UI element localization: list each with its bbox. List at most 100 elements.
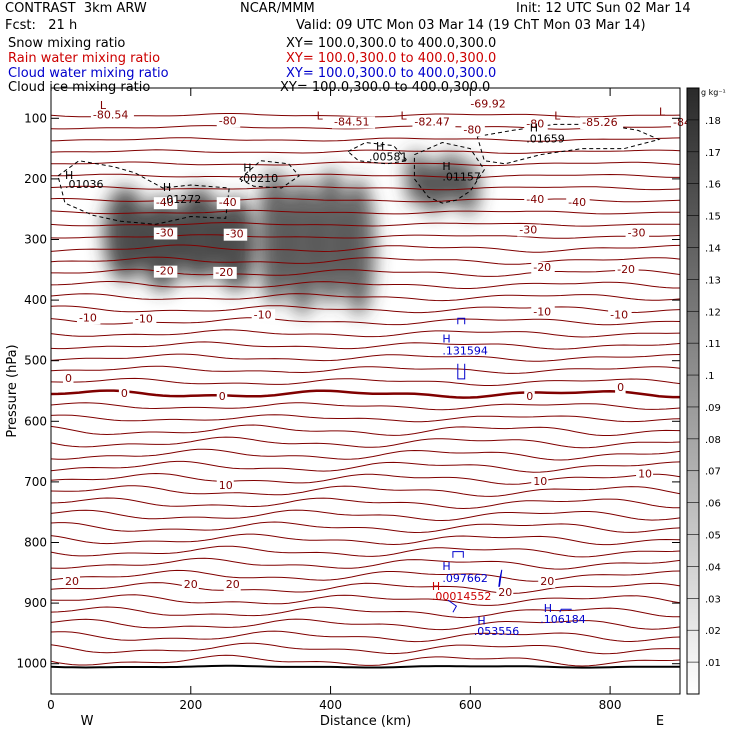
y-tick-label: 900 bbox=[24, 596, 47, 610]
y-tick-label: 500 bbox=[24, 354, 47, 368]
temperature-contour bbox=[51, 173, 680, 179]
contour-label-bg bbox=[615, 382, 626, 394]
temperature-contour bbox=[50, 557, 681, 570]
contour-label-bg bbox=[216, 480, 234, 493]
contour-label-bg bbox=[524, 391, 535, 404]
colorbar-tick-label: .16 bbox=[705, 180, 721, 191]
legend-cloud-water-label: Cloud water mixing ratio bbox=[8, 66, 169, 81]
contour-label-bg bbox=[216, 197, 241, 210]
temperature-contour bbox=[50, 436, 681, 449]
colorbar-tick-label: .15 bbox=[705, 212, 721, 223]
contour-label-temp: -10 bbox=[135, 313, 153, 326]
contour-label-snow: H bbox=[163, 181, 171, 194]
contour-label-snow: .01157 bbox=[442, 171, 481, 184]
temperature-contour bbox=[50, 582, 681, 594]
temperature-contour bbox=[50, 485, 681, 497]
temperature-contour bbox=[50, 185, 681, 191]
snow-plume bbox=[177, 187, 221, 281]
snow-plume bbox=[286, 178, 320, 316]
contour-label-temp: -10 bbox=[610, 308, 628, 321]
contour-label-bg bbox=[223, 228, 248, 241]
contour-label-temp: 10 bbox=[638, 468, 652, 481]
colorbar-tick-label: .02 bbox=[705, 626, 721, 637]
temperature-contour bbox=[50, 209, 680, 215]
colorbar-tick-label: .1 bbox=[705, 371, 715, 382]
contour-label-temp: -80 bbox=[463, 123, 481, 136]
temperature-contour bbox=[51, 161, 681, 167]
temperature-contour bbox=[50, 569, 681, 582]
contour-label-bg bbox=[216, 391, 228, 404]
colorbar-tick-label: .05 bbox=[705, 531, 721, 542]
contour-label-cloud: .131594 bbox=[442, 345, 488, 358]
contour-label-temp: -30 bbox=[156, 226, 174, 239]
contour-label-temp: -30 bbox=[226, 228, 244, 241]
contour-label-snow: H bbox=[530, 122, 538, 135]
snow-plume bbox=[103, 187, 147, 281]
temperature-contour bbox=[50, 497, 680, 510]
contour-label-bg bbox=[332, 116, 376, 129]
contour-label-temp: -20 bbox=[156, 265, 174, 278]
contour-label-cloud: H bbox=[544, 602, 552, 615]
contour-label-temp: 0 bbox=[65, 372, 72, 385]
temperature-contour bbox=[50, 293, 681, 302]
contour-label-bg bbox=[153, 227, 178, 240]
contour-label-bg bbox=[223, 578, 241, 591]
y-tick-label: 800 bbox=[24, 536, 47, 550]
contour-label-bg bbox=[517, 224, 541, 237]
plot-frame bbox=[50, 87, 681, 695]
snow-cell-1 bbox=[258, 168, 375, 316]
contour-label-cloud: H bbox=[442, 333, 450, 346]
x-axis-label: Distance (km) bbox=[320, 714, 411, 729]
contour-label-bg bbox=[62, 372, 74, 385]
temperature-contour bbox=[50, 137, 681, 142]
temperature-contour bbox=[50, 448, 681, 461]
snow-plume bbox=[458, 160, 479, 216]
temperature-contour bbox=[50, 424, 681, 436]
colorbar-tick-label: .09 bbox=[705, 403, 721, 414]
contour-label-bg bbox=[531, 306, 555, 319]
x-tick-label: 400 bbox=[319, 698, 342, 712]
contour-label-temp: -20 bbox=[215, 266, 233, 279]
snow-plume bbox=[423, 160, 444, 216]
contour-label-snow: H bbox=[65, 169, 73, 182]
contour-label-rain: H bbox=[432, 580, 440, 593]
contour-label-temp: -30 bbox=[628, 226, 646, 239]
y-tick-label: 100 bbox=[24, 111, 47, 125]
contour-label-temp: 20 bbox=[540, 575, 554, 588]
cloud-ice-contour bbox=[239, 160, 300, 189]
east-label: E bbox=[656, 714, 664, 729]
contour-label-cloud: H bbox=[477, 614, 485, 627]
colorbar-tick-label: .14 bbox=[705, 243, 721, 254]
contour-label-temp: -40 bbox=[219, 196, 237, 209]
y-tick-label: 300 bbox=[24, 233, 47, 247]
contour-label-cloud: .053556 bbox=[474, 625, 519, 638]
temperature-contour bbox=[50, 341, 681, 350]
temperature-contour bbox=[50, 389, 680, 399]
y-axis-label: Pressure (hPa) bbox=[5, 344, 20, 437]
temperature-contour bbox=[50, 654, 681, 667]
contour-label-temp: -10 bbox=[254, 308, 272, 321]
temperature-contour bbox=[50, 281, 680, 289]
contour-label-temp: 20 bbox=[498, 586, 512, 599]
x-tick-label: 0 bbox=[47, 698, 55, 712]
temperature-contour bbox=[50, 618, 681, 631]
temperature-contour bbox=[50, 533, 681, 546]
legend-rain-xy: XY= 100.0,300.0 to 400.0,300.0 bbox=[286, 51, 497, 66]
temperature-contour bbox=[50, 221, 681, 227]
surface-line bbox=[50, 664, 680, 669]
contour-label-bg bbox=[496, 586, 514, 599]
contour-label-bg bbox=[524, 194, 548, 207]
colorbar-tick-label: .17 bbox=[705, 148, 721, 159]
contour-label-temp: -80 bbox=[526, 117, 544, 130]
contour-label-snow: .01036 bbox=[65, 178, 104, 191]
colorbar-tick-label: .11 bbox=[705, 339, 721, 350]
contour-label-bg bbox=[76, 312, 101, 325]
x-tick-label: 800 bbox=[599, 698, 622, 712]
colorbar-tick-label: .08 bbox=[705, 435, 721, 446]
temperature-contour bbox=[50, 642, 681, 655]
chart-title: CONTRAST 3km ARW bbox=[5, 1, 147, 16]
contour-label-low: L bbox=[554, 110, 561, 123]
cloud-ice-contour bbox=[413, 141, 485, 204]
temperature-contour bbox=[50, 545, 681, 558]
contour-label-bg bbox=[468, 98, 512, 111]
